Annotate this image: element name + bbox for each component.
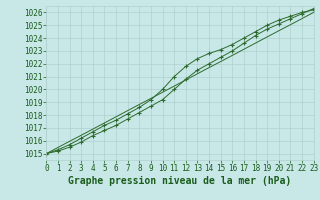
X-axis label: Graphe pression niveau de la mer (hPa): Graphe pression niveau de la mer (hPa) bbox=[68, 176, 292, 186]
